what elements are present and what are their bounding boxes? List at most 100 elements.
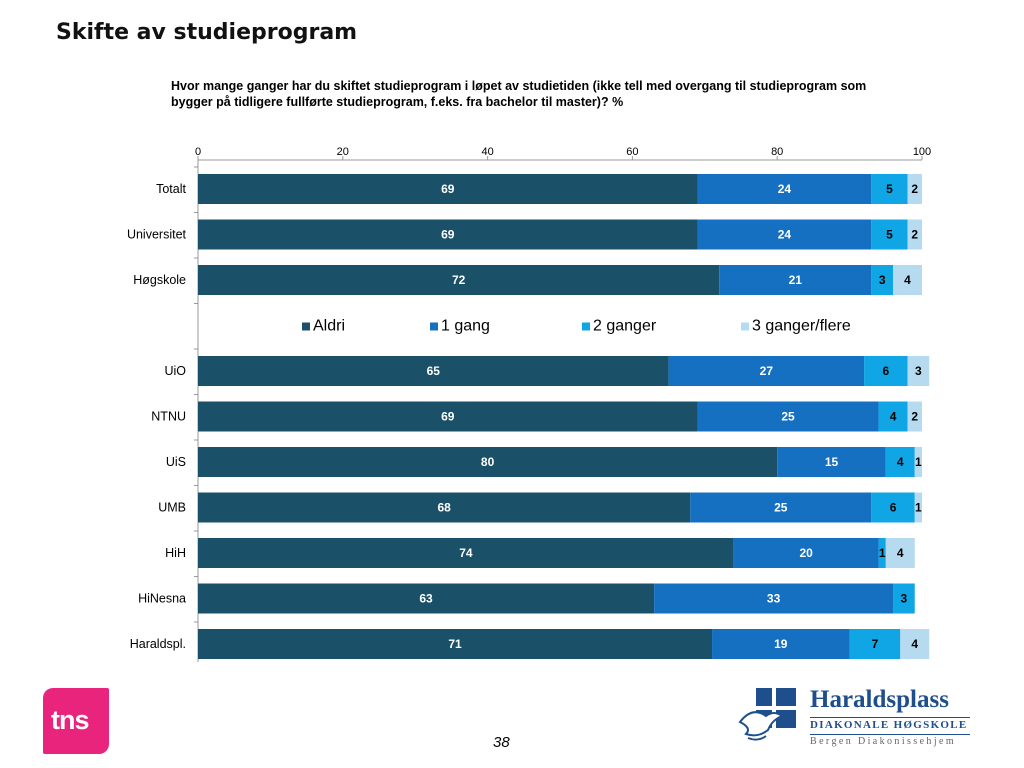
legend-swatch bbox=[582, 322, 590, 331]
x-tick-label: 100 bbox=[913, 146, 931, 158]
bar-segment bbox=[697, 219, 872, 250]
data-label: 24 bbox=[778, 228, 792, 242]
legend-label: 2 ganger bbox=[593, 318, 657, 335]
data-label: 25 bbox=[781, 410, 795, 424]
data-label: 5 bbox=[886, 228, 893, 242]
bar-segment bbox=[849, 629, 901, 659]
bar-segment bbox=[712, 629, 850, 659]
category-label: Høgskole bbox=[133, 273, 186, 287]
bar-segment bbox=[871, 219, 908, 250]
data-label: 65 bbox=[427, 364, 441, 378]
bar-segment bbox=[893, 583, 915, 614]
data-label: 1 bbox=[915, 501, 922, 515]
bar-segment bbox=[198, 583, 655, 614]
data-label: 15 bbox=[825, 455, 839, 469]
bar-segment bbox=[885, 447, 915, 477]
x-tick-label: 20 bbox=[337, 146, 349, 158]
data-label: 69 bbox=[441, 228, 455, 242]
tns-logo: tns bbox=[43, 688, 109, 754]
data-label: 4 bbox=[897, 455, 904, 469]
category-label: Haraldspl. bbox=[130, 637, 186, 651]
data-label: 80 bbox=[481, 455, 495, 469]
legend-label: 1 gang bbox=[441, 318, 490, 335]
bar-segment bbox=[198, 401, 698, 432]
bar-segment bbox=[864, 356, 908, 386]
data-label: 69 bbox=[441, 182, 455, 196]
legend-label: 3 ganger/flere bbox=[752, 318, 851, 335]
data-label: 19 bbox=[774, 637, 788, 651]
data-label: 5 bbox=[886, 182, 893, 196]
data-label: 27 bbox=[760, 364, 774, 378]
data-label: 1 bbox=[915, 455, 922, 469]
bar-segment bbox=[914, 492, 922, 523]
haraldsplass-logo: Haraldsplass DIAKONALE HØGSKOLE Bergen D… bbox=[738, 686, 973, 750]
data-label: 20 bbox=[799, 546, 813, 560]
data-label: 74 bbox=[459, 546, 473, 560]
page-number: 38 bbox=[493, 734, 510, 751]
data-label: 2 bbox=[911, 228, 918, 242]
bar-segment bbox=[198, 538, 734, 568]
bar-segment bbox=[871, 492, 915, 523]
category-label: Totalt bbox=[156, 182, 186, 196]
bar-segment bbox=[198, 629, 713, 659]
data-label: 2 bbox=[911, 410, 918, 424]
logo-rule-bottom bbox=[810, 734, 970, 735]
bar-segment bbox=[900, 629, 930, 659]
data-label: 4 bbox=[911, 637, 918, 651]
bar-segment bbox=[893, 265, 922, 295]
bar-segment bbox=[697, 174, 872, 204]
data-label: 63 bbox=[419, 592, 433, 606]
data-label: 24 bbox=[778, 182, 792, 196]
bar-segment bbox=[777, 447, 886, 477]
category-label: HiNesna bbox=[138, 592, 186, 606]
bar-segment bbox=[907, 356, 930, 386]
x-tick-label: 40 bbox=[481, 146, 493, 158]
category-label: Universitet bbox=[127, 228, 187, 242]
logo-rule-top bbox=[810, 717, 970, 718]
bar-segment bbox=[914, 447, 922, 477]
haraldsplass-tagline: Bergen Diakonissehjem bbox=[810, 736, 957, 747]
data-label: 1 bbox=[879, 546, 886, 560]
data-label: 21 bbox=[789, 273, 803, 287]
category-label: UiO bbox=[164, 364, 186, 378]
data-label: 71 bbox=[448, 637, 462, 651]
data-label: 68 bbox=[437, 501, 451, 515]
bar-segment bbox=[733, 538, 879, 568]
x-tick-label: 0 bbox=[195, 146, 201, 158]
legend-swatch bbox=[430, 322, 438, 331]
bar-segment bbox=[198, 492, 691, 523]
dove-emblem-icon bbox=[738, 688, 796, 741]
slide-title: Skifte av studieprogram bbox=[56, 20, 358, 45]
bar-segment bbox=[871, 174, 908, 204]
data-label: 4 bbox=[897, 546, 904, 560]
data-label: 4 bbox=[904, 273, 911, 287]
bar-segment bbox=[907, 219, 922, 250]
bar-segment bbox=[885, 538, 915, 568]
bar-segment bbox=[907, 174, 922, 204]
bar-segment bbox=[871, 265, 894, 295]
data-label: 33 bbox=[767, 592, 781, 606]
bar-segment bbox=[668, 356, 865, 386]
bar-segment bbox=[654, 583, 894, 614]
haraldsplass-name: Haraldsplass bbox=[810, 686, 949, 713]
bar-segment bbox=[697, 401, 879, 432]
bar-segment bbox=[198, 356, 669, 386]
bar-segment bbox=[907, 401, 922, 432]
data-label: 6 bbox=[890, 501, 897, 515]
data-label: 2 bbox=[911, 182, 918, 196]
category-label: UiS bbox=[166, 455, 186, 469]
legend-swatch bbox=[302, 322, 310, 331]
data-label: 3 bbox=[879, 273, 886, 287]
tns-logo-text: tns bbox=[51, 705, 89, 735]
data-label: 72 bbox=[452, 273, 466, 287]
bar-segment bbox=[690, 492, 872, 523]
data-label: 3 bbox=[901, 592, 908, 606]
haraldsplass-subtitle: DIAKONALE HØGSKOLE bbox=[810, 719, 968, 731]
data-label: 25 bbox=[774, 501, 788, 515]
x-tick-label: 60 bbox=[626, 146, 638, 158]
data-label: 6 bbox=[882, 364, 889, 378]
bar-segment bbox=[878, 538, 886, 568]
bar-segment bbox=[198, 447, 778, 477]
bar-segment bbox=[719, 265, 872, 295]
